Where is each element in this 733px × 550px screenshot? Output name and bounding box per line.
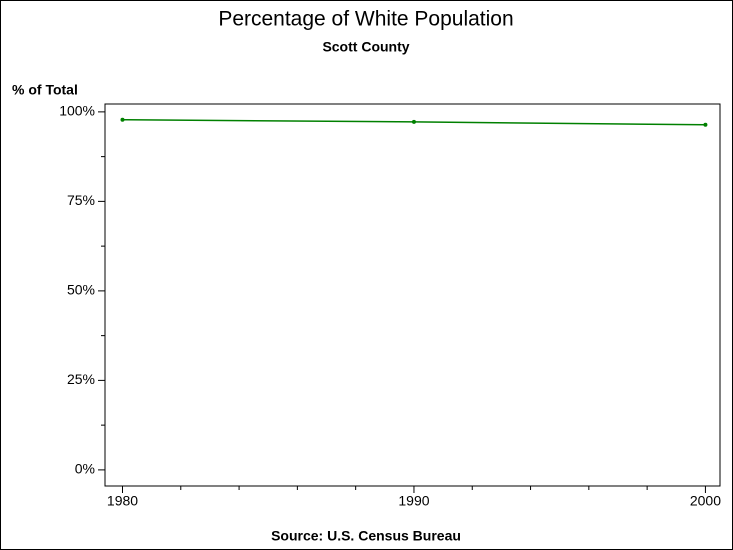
x-tick-label: 1980 bbox=[107, 493, 138, 509]
x-tick-label: 2000 bbox=[690, 493, 721, 509]
data-point bbox=[703, 122, 708, 127]
plot-frame bbox=[104, 103, 721, 487]
y-tick-label: 100% bbox=[59, 103, 95, 119]
y-tick-label: 25% bbox=[67, 371, 95, 387]
chart-subtitle: Scott County bbox=[322, 39, 409, 55]
y-tick-label: 0% bbox=[75, 461, 95, 477]
source-note: Source: U.S. Census Bureau bbox=[271, 528, 461, 544]
data-point bbox=[120, 117, 125, 122]
chart-title: Percentage of White Population bbox=[218, 8, 513, 31]
x-tick-label: 1990 bbox=[398, 493, 429, 509]
y-tick-label: 75% bbox=[67, 192, 95, 208]
y-axis-label: % of Total bbox=[12, 82, 78, 98]
data-point bbox=[411, 119, 416, 124]
y-tick-label: 50% bbox=[67, 282, 95, 298]
